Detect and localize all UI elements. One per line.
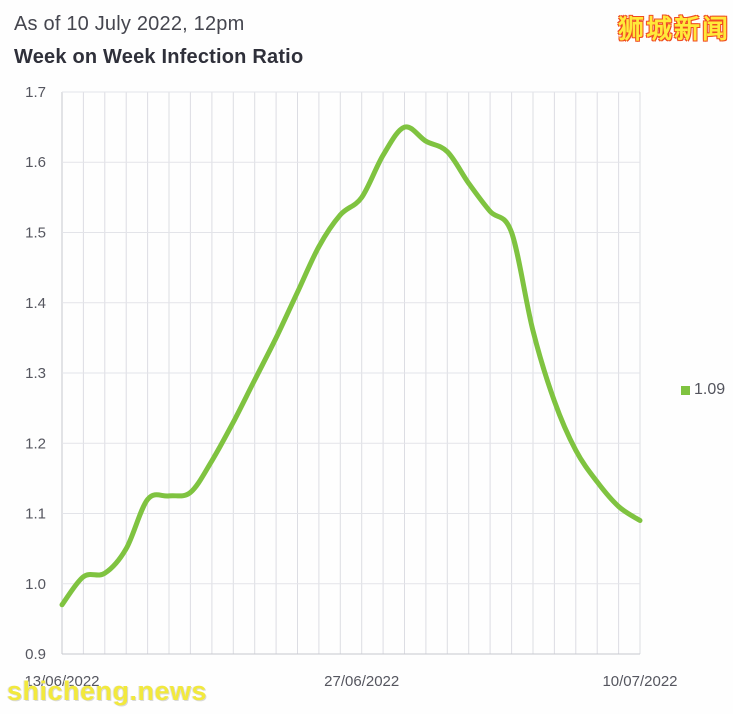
- legend-value: 1.09: [694, 381, 726, 398]
- site-logo: 狮城新闻: [617, 14, 730, 44]
- y-tick-label: 1.7: [25, 84, 46, 101]
- y-tick-label: 1.4: [25, 295, 46, 312]
- legend: 1.09: [681, 381, 725, 399]
- y-tick-label: 1.6: [25, 154, 46, 171]
- x-tick-label: 13/06/2022: [24, 673, 99, 690]
- legend-swatch-icon: [681, 385, 690, 395]
- y-tick-label: 1.0: [25, 576, 46, 593]
- y-tick-label: 1.3: [25, 365, 46, 382]
- y-tick-label: 0.9: [25, 646, 46, 663]
- y-tick-label: 1.2: [25, 435, 46, 452]
- x-tick-label: 27/06/2022: [324, 673, 399, 690]
- y-tick-label: 1.1: [25, 506, 46, 523]
- as-of-date: As of 10 July 2022, 12pm: [14, 13, 245, 35]
- x-tick-label: 10/07/2022: [602, 673, 677, 690]
- y-tick-label: 1.5: [25, 225, 46, 242]
- watermark: shicheng.news: [7, 676, 208, 706]
- series-line: [59, 124, 643, 608]
- page-title: Week on Week Infection Ratio: [14, 46, 304, 68]
